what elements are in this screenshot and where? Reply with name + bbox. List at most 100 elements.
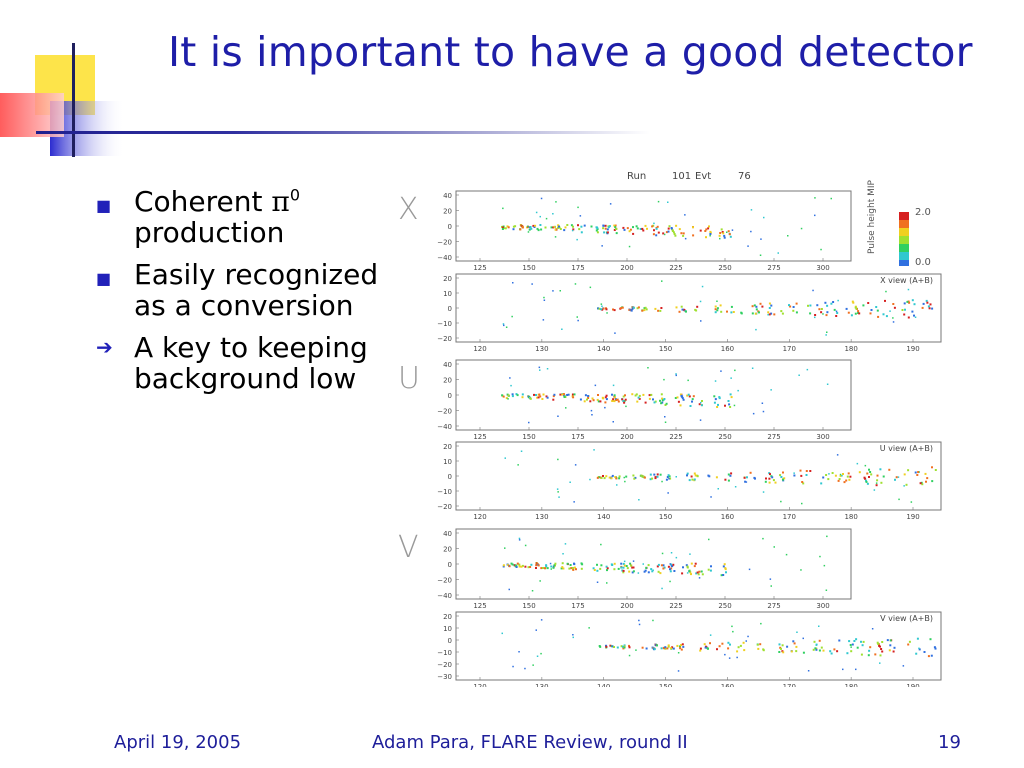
hit-mark	[600, 564, 603, 567]
hit-mark	[566, 562, 569, 565]
hit-mark	[855, 307, 858, 310]
hit-mark	[877, 315, 880, 318]
hit-mark	[743, 476, 746, 479]
noise-hit-mark	[664, 416, 666, 418]
hit-mark	[666, 647, 669, 650]
x-tick-label: 160	[721, 513, 734, 521]
view-panel: 20 10 0 −10 −20 120 130 140 150 160 170 180 190 U vie…	[437, 441, 942, 521]
hit-mark	[781, 650, 784, 653]
hit-mark	[780, 310, 783, 313]
hit-mark	[552, 565, 555, 568]
view-panel: 20 10 0 −10 −20 120 130 140 150 160 170 180 190 X vie…	[437, 273, 942, 353]
hit-mark	[913, 314, 915, 317]
hit-mark	[616, 646, 619, 649]
hit-mark	[694, 474, 697, 477]
hit-mark	[703, 643, 706, 646]
noise-hit-mark	[719, 237, 721, 240]
hit-mark	[820, 311, 823, 314]
noise-hit-mark	[642, 563, 644, 565]
hit-mark	[793, 642, 796, 645]
hit-mark	[716, 406, 719, 408]
noise-hit-mark	[624, 480, 626, 483]
hit-mark	[812, 648, 815, 651]
noise-hit-mark	[601, 245, 603, 247]
hit-mark	[792, 309, 795, 312]
x-tick-label: 300	[816, 433, 829, 441]
hit-mark	[884, 299, 886, 302]
noise-hit-mark	[604, 406, 606, 409]
noise-hit-mark	[745, 481, 748, 483]
hit-mark	[521, 226, 524, 229]
noise-hit-mark	[700, 401, 702, 404]
hit-mark	[656, 475, 659, 478]
hit-mark	[537, 229, 540, 232]
hit-mark	[820, 308, 823, 310]
noise-hit-mark	[606, 582, 608, 584]
noise-hit-mark	[524, 544, 527, 547]
hit-mark	[727, 641, 730, 644]
hit-mark	[599, 645, 602, 648]
view-letter: X	[398, 192, 419, 227]
hit-mark	[529, 566, 532, 568]
hit-mark	[818, 649, 821, 652]
hit-mark	[648, 397, 651, 400]
hit-mark	[622, 400, 625, 403]
noise-hit-mark	[661, 587, 663, 590]
hit-mark	[770, 304, 773, 307]
noise-hit-mark	[762, 537, 764, 540]
noise-hit-mark	[571, 229, 574, 232]
hit-mark	[678, 310, 681, 313]
hit-mark	[622, 647, 625, 650]
noise-hit-mark	[504, 457, 506, 459]
hit-mark	[869, 312, 872, 315]
noise-hit-mark	[830, 197, 832, 200]
x-tick-label: 130	[535, 513, 548, 521]
hit-mark	[885, 315, 888, 318]
hit-mark	[729, 406, 732, 408]
hit-mark	[584, 394, 587, 397]
hit-mark	[554, 562, 557, 565]
hit-mark	[587, 397, 590, 399]
hit-mark	[757, 647, 760, 650]
hit-mark	[606, 228, 609, 231]
hit-mark	[667, 645, 670, 648]
hit-mark	[688, 570, 691, 573]
hit-mark	[535, 567, 537, 569]
hit-mark	[603, 477, 606, 480]
hit-mark	[807, 304, 809, 307]
hit-mark	[641, 227, 644, 230]
hit-mark	[638, 394, 641, 397]
noise-hit-mark	[871, 628, 874, 630]
hit-mark	[870, 309, 873, 311]
hit-mark	[824, 301, 827, 304]
noise-hit-mark	[538, 366, 541, 369]
noise-hit-mark	[540, 197, 543, 200]
noise-hit-mark	[820, 248, 822, 251]
hit-mark	[879, 468, 882, 471]
x-tick-label: 130	[535, 345, 548, 353]
hit-mark	[672, 647, 675, 650]
noise-hit-mark	[612, 384, 615, 387]
noise-hit-mark	[699, 300, 702, 303]
hit-mark	[802, 651, 805, 654]
hit-mark	[641, 646, 644, 649]
hit-mark	[722, 565, 725, 568]
hit-mark	[779, 474, 782, 477]
noise-hit-mark	[730, 377, 732, 379]
noise-hit-mark	[892, 317, 894, 319]
hit-mark	[651, 570, 654, 573]
noise-hit-mark	[543, 296, 545, 299]
noise-hit-mark	[875, 482, 878, 484]
y-tick-label: 20	[443, 443, 452, 451]
hit-mark	[591, 397, 594, 400]
hit-mark	[553, 225, 556, 228]
noise-hit-mark	[573, 501, 575, 503]
hit-mark	[877, 642, 880, 645]
hit-mark	[620, 645, 623, 648]
noise-hit-mark	[708, 538, 710, 541]
color-scale-legend: Pulse height MIP 2.0 0.0	[867, 179, 931, 268]
hit-mark	[809, 304, 812, 307]
hit-mark	[714, 311, 717, 314]
noise-hit-mark	[889, 310, 891, 312]
